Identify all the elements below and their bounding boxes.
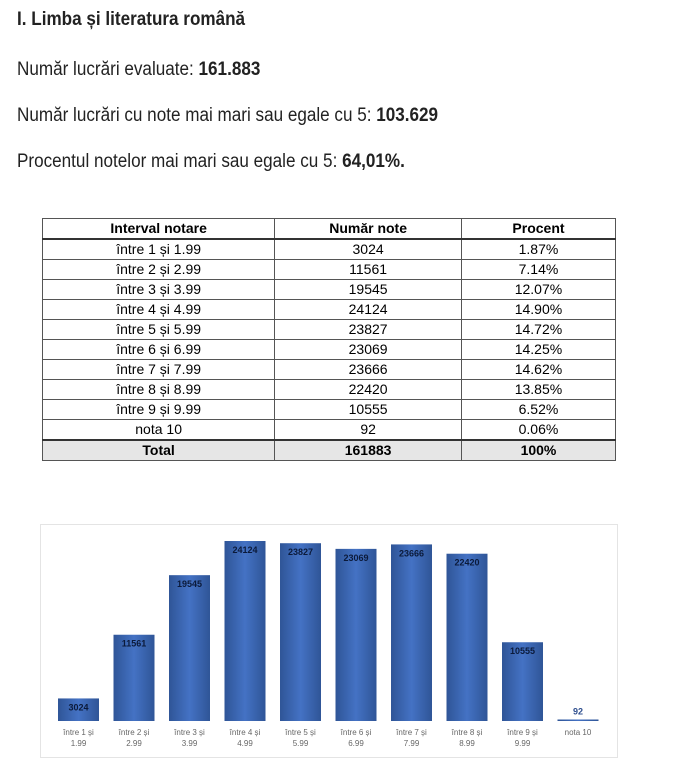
tick-label: 8.99 [459,739,475,748]
data-label: 92 [573,707,583,717]
tick-label: 3.99 [182,739,198,748]
bar [169,575,210,721]
bar [558,720,599,722]
tick-label: 1.99 [71,739,87,748]
bar [336,549,377,721]
total-label: Total [43,440,275,461]
table-row: între 2 și 2.99 11561 7.14% [43,260,616,280]
tick-label: între 8 și [451,728,483,737]
cell-percent: 7.14% [461,260,615,280]
stat-passing: Număr lucrări cu note mai mari sau egale… [17,105,438,127]
cell-count: 23666 [275,360,462,380]
bar [225,541,266,721]
stat-percentage: Procentul notelor mai mari sau egale cu … [17,151,405,173]
cell-percent: 1.87% [461,239,615,260]
cell-interval: între 4 și 4.99 [43,300,275,320]
cell-percent: 14.62% [461,360,615,380]
table-header-row: Interval notare Număr note Procent [43,219,616,240]
table-body: între 1 și 1.99 3024 1.87% între 2 și 2.99 1… [43,239,616,440]
stat-passing-value: 103.629 [376,105,438,126]
bar [280,543,321,721]
tick-label: 7.99 [404,739,420,748]
cell-count: 22420 [275,380,462,400]
tick-label: 2.99 [126,739,142,748]
header-interval: Interval notare [43,219,275,240]
cell-count: 19545 [275,280,462,300]
stat-evaluated-label: Număr lucrări evaluate: [17,59,199,80]
header-percent: Procent [461,219,615,240]
cell-percent: 14.72% [461,320,615,340]
cell-count: 24124 [275,300,462,320]
table-row: între 6 și 6.99 23069 14.25% [43,340,616,360]
tick-label: 6.99 [348,739,364,748]
grades-table: Interval notare Număr note Procent între… [42,218,616,461]
cell-interval: între 9 și 9.99 [43,400,275,420]
stat-evaluated-value: 161.883 [199,59,261,80]
cell-percent: 6.52% [461,400,615,420]
table-row: între 5 și 5.99 23827 14.72% [43,320,616,340]
stat-evaluated: Număr lucrări evaluate: 161.883 [17,59,260,81]
cell-count: 11561 [275,260,462,280]
tick-label: 9.99 [515,739,531,748]
total-count: 161883 [275,440,462,461]
cell-count: 23827 [275,320,462,340]
data-label: 24124 [232,545,257,555]
tick-label: între 3 și [173,728,205,737]
table-row: între 7 și 7.99 23666 14.62% [43,360,616,380]
bar-chart-svg: 3024 între 1 și 1.99 11561 între 2 și 2.99 195… [41,525,617,757]
header-count: Număr note [275,219,462,240]
tick-label: nota 10 [565,728,592,737]
stat-percentage-value: 64,01%. [342,151,405,172]
cell-count: 92 [275,420,462,441]
tick-label: între 9 și [506,728,538,737]
data-label: 23827 [288,547,313,557]
table-row: nota 10 92 0.06% [43,420,616,441]
cell-interval: între 7 și 7.99 [43,360,275,380]
cell-percent: 0.06% [461,420,615,441]
table-row: între 1 și 1.99 3024 1.87% [43,239,616,260]
tick-label: 4.99 [237,739,253,748]
cell-count: 10555 [275,400,462,420]
data-label: 19545 [177,579,202,589]
tick-label: între 7 și [395,728,427,737]
data-label: 23069 [343,553,368,563]
cell-count: 3024 [275,239,462,260]
tick-label: între 4 și [229,728,261,737]
cell-interval: între 8 și 8.99 [43,380,275,400]
data-label: 23666 [399,548,424,558]
table-total-row: Total 161883 100% [43,440,616,461]
data-label: 11561 [122,639,147,649]
table-row: între 3 și 3.99 19545 12.07% [43,280,616,300]
bar [391,544,432,721]
table-row: între 8 și 8.99 22420 13.85% [43,380,616,400]
data-label: 10555 [510,646,535,656]
cell-percent: 12.07% [461,280,615,300]
tick-label: între 5 și [284,728,316,737]
cell-percent: 13.85% [461,380,615,400]
stat-passing-label: Număr lucrări cu note mai mari sau egale… [17,105,376,126]
table-row: între 4 și 4.99 24124 14.90% [43,300,616,320]
cell-interval: între 6 și 6.99 [43,340,275,360]
cell-interval: între 3 și 3.99 [43,280,275,300]
stat-percentage-label: Procentul notelor mai mari sau egale cu … [17,151,342,172]
cell-count: 23069 [275,340,462,360]
tick-label: între 1 și [62,728,94,737]
bar [447,554,488,721]
table-row: între 9 și 9.99 10555 6.52% [43,400,616,420]
cell-percent: 14.90% [461,300,615,320]
tick-label: între 6 și [340,728,372,737]
data-label: 22420 [454,558,479,568]
cell-interval: între 2 și 2.99 [43,260,275,280]
cell-interval: între 1 și 1.99 [43,239,275,260]
tick-label: 5.99 [293,739,309,748]
section-heading: I. Limba și literatura română [17,9,245,31]
tick-label: între 2 și [118,728,150,737]
bar-chart: 3024 între 1 și 1.99 11561 între 2 și 2.99 195… [40,524,618,758]
total-percent: 100% [461,440,615,461]
cell-interval: nota 10 [43,420,275,441]
cell-percent: 14.25% [461,340,615,360]
data-label: 3024 [68,702,88,712]
cell-interval: între 5 și 5.99 [43,320,275,340]
